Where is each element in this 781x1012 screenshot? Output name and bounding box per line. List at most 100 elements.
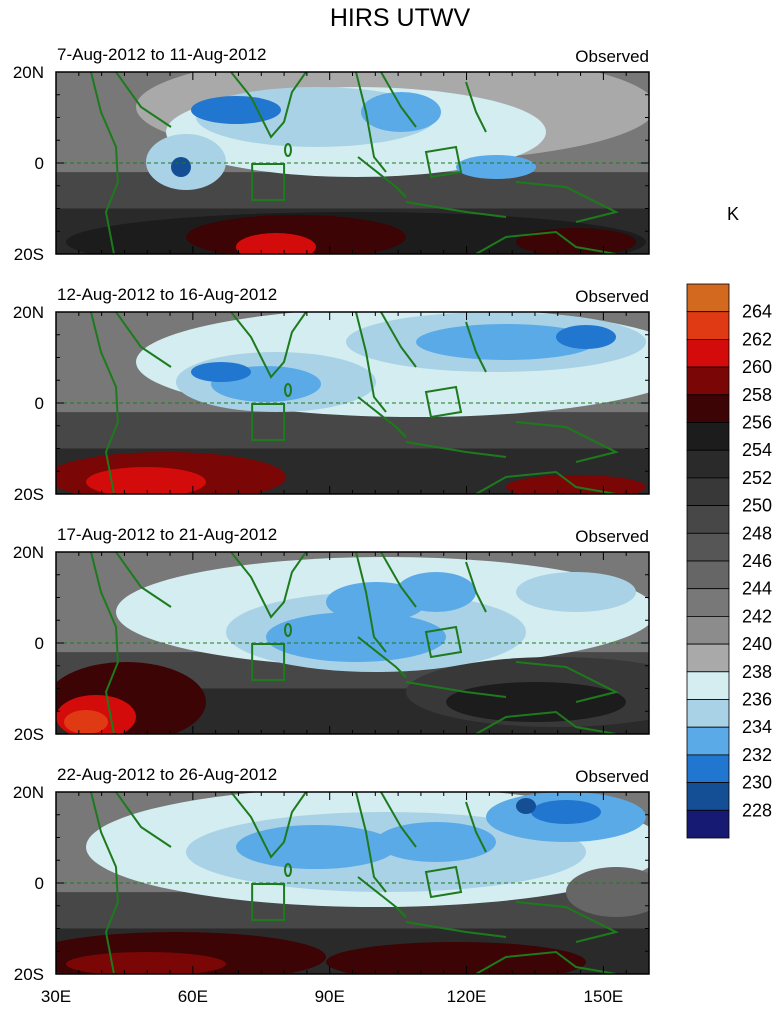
contour-region [416, 324, 596, 360]
lon-tick-label: 60E [178, 987, 208, 1006]
colorbar-label: 258 [742, 385, 772, 405]
contour-region [326, 942, 586, 974]
study-region-box [251, 883, 286, 921]
lat-tick-label: 0 [35, 874, 44, 893]
contour-region [456, 155, 536, 179]
panel-date-range: 12-Aug-2012 to 16-Aug-2012 [57, 285, 277, 304]
colorbar-label: 262 [742, 329, 772, 349]
colorbar-label: 256 [742, 413, 772, 433]
colorbar-box [686, 338, 730, 368]
contour-region [191, 96, 281, 124]
lat-tick-label: 20S [14, 725, 44, 744]
lat-tick-label: 20N [13, 303, 44, 322]
colorbar-label: 228 [742, 800, 772, 820]
utwv-contour-field [56, 792, 649, 974]
colorbar-box [686, 616, 730, 645]
lat-tick-label: 20S [14, 965, 44, 984]
contour-region [516, 572, 636, 612]
panel-tag: Observed [575, 527, 649, 546]
lon-tick-label: 150E [584, 987, 624, 1006]
colorbar-label: 244 [742, 579, 772, 599]
colorbar-box [686, 477, 730, 506]
colorbar-label: 252 [742, 468, 772, 488]
colorbar-box [686, 754, 730, 784]
panel-date-range: 7-Aug-2012 to 11-Aug-2012 [57, 45, 267, 64]
figure-title: HIRS UTWV [330, 4, 471, 32]
colorbar-box [686, 449, 730, 479]
lat-tick-label: 20N [13, 543, 44, 562]
contour-region [236, 233, 316, 254]
utwv-contour-field [56, 552, 649, 734]
contour-region [361, 92, 441, 132]
contour-region [516, 228, 636, 254]
colorbar-box [686, 532, 730, 562]
colorbar-box [686, 505, 730, 534]
colorbar-label: 254 [742, 440, 772, 460]
colorbar-label: 250 [742, 496, 772, 516]
colorbar: K 264 262 260 258 256 254 252 250 248 246 244 242 240… [686, 204, 772, 839]
colorbar-box [686, 643, 730, 673]
colorbar-box [686, 560, 730, 590]
colorbar-box [686, 726, 730, 756]
map-panel-1: 7-Aug-2012 to 11-Aug-2012 Observed 20N 0 20S [13, 45, 650, 264]
map-panel-2: 12-Aug-2012 to 16-Aug-2012 Observed 20N 0 20… [13, 285, 650, 504]
tick-marks [55, 551, 650, 735]
contour-region [191, 362, 251, 382]
colorbar-label: 248 [742, 523, 772, 543]
colorbar-label: 234 [742, 717, 772, 737]
panel-date-range: 22-Aug-2012 to 26-Aug-2012 [57, 765, 277, 784]
colorbar-box [686, 588, 730, 617]
tick-marks [55, 71, 650, 255]
lat-tick-label: 20S [14, 485, 44, 504]
lat-tick-label: 20N [13, 783, 44, 802]
coastline [90, 552, 619, 734]
tick-marks [55, 311, 650, 495]
colorbar-label: 238 [742, 662, 772, 682]
colorbar-label: 240 [742, 634, 772, 654]
panel-tag: Observed [575, 47, 649, 66]
study-region-box [251, 403, 286, 441]
contour-region [516, 798, 536, 814]
colorbar-box [686, 671, 730, 700]
panel-tag: Observed [575, 287, 649, 306]
utwv-contour-field [56, 312, 649, 494]
study-region-box [251, 643, 286, 681]
study-region-box [251, 163, 286, 201]
lat-tick-label: 0 [35, 394, 44, 413]
contour-region [64, 710, 108, 734]
lat-tick-label: 0 [35, 634, 44, 653]
contour-region [446, 682, 626, 722]
colorbar-box [686, 394, 730, 423]
colorbar-box [686, 283, 730, 313]
tick-marks [55, 791, 650, 975]
colorbar-box [686, 422, 730, 451]
contour-region [396, 572, 476, 612]
colorbar-box [686, 699, 730, 728]
lat-tick-label: 0 [35, 154, 44, 173]
colorbar-label: 230 [742, 773, 772, 793]
lat-tick-label: 20N [13, 63, 44, 82]
coastline [90, 312, 619, 494]
lon-tick-label: 120E [447, 987, 487, 1006]
colorbar-label: 236 [742, 690, 772, 710]
lon-axis: 30E 60E 90E 120E 150E [41, 987, 623, 1006]
map-panel-4: 22-Aug-2012 to 26-Aug-2012 Observed 20N 0 20… [13, 765, 650, 984]
contour-region [236, 825, 396, 869]
panel-tag: Observed [575, 767, 649, 786]
coastline [90, 72, 619, 254]
colorbar-label: 232 [742, 745, 772, 765]
contour-region [266, 612, 446, 662]
lat-tick-label: 20S [14, 245, 44, 264]
colorbar-label: 260 [742, 357, 772, 377]
panel-date-range: 17-Aug-2012 to 21-Aug-2012 [57, 525, 277, 544]
colorbar-unit: K [727, 204, 739, 224]
contour-region [531, 800, 601, 824]
coastline [90, 792, 619, 974]
contour-region [86, 467, 206, 494]
colorbar-label: 264 [742, 302, 772, 322]
colorbar-box [686, 311, 730, 340]
lon-tick-label: 90E [315, 987, 345, 1006]
colorbar-label: 242 [742, 606, 772, 626]
contour-region [506, 475, 646, 494]
map-panel-3: 17-Aug-2012 to 21-Aug-2012 Observed 20N 0 20… [13, 525, 650, 744]
